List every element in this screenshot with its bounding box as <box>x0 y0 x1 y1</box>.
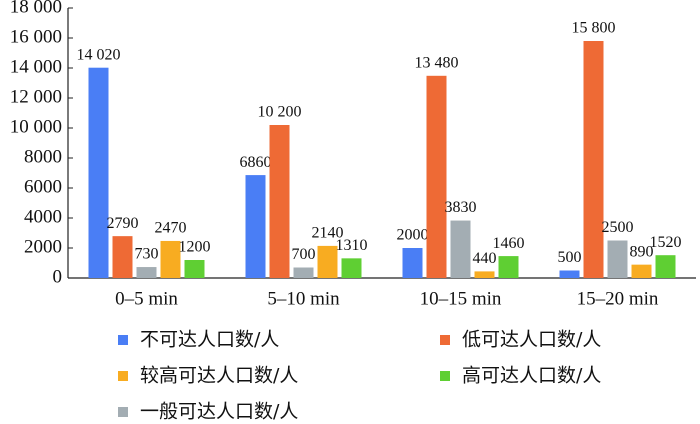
y-tick-label: 16 000 <box>10 26 62 47</box>
legend-swatch <box>118 371 128 381</box>
bar <box>426 75 447 278</box>
x-tick-label: 5–10 min <box>267 288 340 309</box>
value-label: 2000 <box>397 227 429 244</box>
x-tick-label: 10–15 min <box>420 288 502 309</box>
bar <box>498 256 519 278</box>
value-label: 10 200 <box>258 104 302 121</box>
bar <box>160 240 181 278</box>
bar <box>559 270 580 278</box>
bar <box>631 264 652 278</box>
legend-label: 不可达人口数/人 <box>140 329 279 351</box>
legend-label: 较高可达人口数/人 <box>140 365 298 387</box>
bar <box>474 271 495 278</box>
value-label: 15 800 <box>572 20 616 37</box>
value-label: 500 <box>558 249 582 266</box>
value-label: 1310 <box>336 237 368 254</box>
x-tick-label: 15–20 min <box>577 288 659 309</box>
y-tick-label: 4000 <box>24 206 62 227</box>
legend-swatch <box>440 371 450 381</box>
value-label: 730 <box>135 246 159 263</box>
bar <box>317 245 338 278</box>
bar <box>269 125 290 278</box>
bar <box>583 41 604 278</box>
legend-swatch <box>118 407 128 417</box>
y-tick-label: 6000 <box>24 176 62 197</box>
value-label: 1200 <box>179 239 211 256</box>
y-tick-label: 0 <box>53 266 63 287</box>
value-label: 890 <box>630 243 654 260</box>
bar <box>88 67 109 278</box>
bar <box>402 248 423 278</box>
value-label: 2500 <box>602 219 634 236</box>
bar <box>293 267 314 278</box>
y-tick-label: 18 000 <box>10 0 62 17</box>
y-tick-label: 8000 <box>24 146 62 167</box>
value-label: 2470 <box>155 220 187 237</box>
bar <box>607 240 628 278</box>
value-label: 14 020 <box>77 46 121 63</box>
bar <box>655 255 676 278</box>
legend-label: 高可达人口数/人 <box>462 365 601 387</box>
bar <box>112 236 133 278</box>
bar <box>136 267 157 278</box>
value-label: 13 480 <box>415 54 459 71</box>
value-label: 1520 <box>650 234 682 251</box>
legend-label: 一般可达人口数/人 <box>140 401 298 423</box>
y-tick-label: 2000 <box>24 236 62 257</box>
legend-label: 低可达人口数/人 <box>462 329 601 351</box>
value-label: 3830 <box>445 199 477 216</box>
value-label: 6860 <box>240 154 272 171</box>
bar <box>245 175 266 278</box>
legend-swatch <box>118 335 128 345</box>
y-tick-label: 12 000 <box>10 86 62 107</box>
bar <box>341 258 362 278</box>
x-tick-label: 0–5 min <box>115 288 178 309</box>
bar <box>450 220 471 278</box>
bar <box>184 260 205 278</box>
y-tick-label: 14 000 <box>10 56 62 77</box>
value-label: 440 <box>473 250 497 267</box>
value-label: 1460 <box>493 235 525 252</box>
value-label: 700 <box>292 246 316 263</box>
legend-swatch <box>440 335 450 345</box>
y-tick-label: 10 000 <box>10 116 62 137</box>
value-label: 2140 <box>312 225 344 242</box>
value-label: 2790 <box>107 215 139 232</box>
